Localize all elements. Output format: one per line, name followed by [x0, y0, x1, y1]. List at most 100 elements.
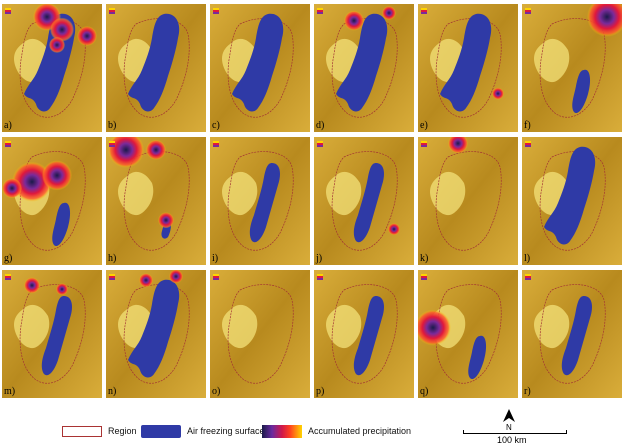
- terrain-map: [210, 137, 310, 265]
- panel-label: k): [420, 253, 429, 264]
- map-panel: a): [2, 4, 102, 132]
- terrain-map: [522, 270, 622, 398]
- air-freezing-surface: [353, 296, 384, 376]
- terrain-map: [418, 4, 518, 132]
- map-panel: o): [210, 270, 310, 398]
- air-freezing-surface: [544, 146, 596, 245]
- region-outline: [539, 151, 606, 251]
- region-outline: [331, 151, 398, 251]
- mini-colour-legend: [109, 274, 115, 280]
- precipitation-area: [382, 5, 396, 20]
- panel-label: n): [108, 386, 117, 397]
- terrain-map: [418, 137, 518, 265]
- terrain-map: [522, 137, 622, 265]
- panel-label: g): [4, 253, 13, 264]
- precipitation-area: [108, 137, 144, 168]
- mini-colour-legend: [317, 141, 323, 147]
- region-outline: [19, 284, 86, 384]
- precipitation-area: [448, 137, 468, 154]
- air-freezing-surface: [249, 163, 280, 243]
- air-freezing-surface: [468, 335, 487, 380]
- panel-label: e): [420, 120, 428, 131]
- mini-colour-legend: [5, 141, 11, 147]
- precipitation-area: [146, 139, 166, 160]
- highland-shading: [534, 38, 570, 83]
- north-label: N: [506, 423, 512, 432]
- map-panel: j): [314, 137, 414, 265]
- map-panel: k): [418, 137, 518, 265]
- region-outline: [227, 151, 294, 251]
- panel-label: d): [316, 120, 325, 131]
- map-panel-grid: a) b) c) d) e) f) g) h) i) j) k) l) m) n) o) p) q) r): [2, 4, 622, 398]
- mini-colour-legend: [421, 8, 427, 14]
- mini-colour-legend: [213, 8, 219, 14]
- precipitation-area: [139, 273, 153, 288]
- scale-bar: [463, 430, 567, 434]
- map-panel: b): [106, 4, 206, 132]
- map-panel: i): [210, 137, 310, 265]
- panel-label: o): [212, 386, 221, 397]
- panel-label: c): [212, 120, 220, 131]
- precipitation-area: [169, 270, 183, 284]
- terrain-map: [210, 270, 310, 398]
- legend-precip: Accumulated precipitation: [262, 424, 411, 438]
- terrain-map: [522, 4, 622, 132]
- air-freezing-surface: [561, 296, 592, 376]
- mini-colour-legend: [109, 8, 115, 14]
- mini-colour-legend: [317, 274, 323, 280]
- map-panel: g): [2, 137, 102, 265]
- legend-air-freezing-label: Air freezing surface: [187, 426, 265, 436]
- mini-colour-legend: [317, 8, 323, 14]
- precipitation-area: [50, 17, 74, 42]
- region-outline: [19, 151, 86, 251]
- highland-shading: [222, 304, 258, 349]
- terrain-map: [2, 270, 102, 398]
- highland-shading: [118, 171, 154, 216]
- precipitation-area: [24, 277, 40, 294]
- precipitation-area: [344, 10, 364, 31]
- terrain-map: [2, 4, 102, 132]
- panel-label: r): [524, 386, 531, 397]
- panel-label: b): [108, 120, 117, 131]
- region-outline: [123, 151, 190, 251]
- region-outline: [227, 284, 294, 384]
- air-freezing-surface: [572, 69, 591, 114]
- region-outline: [435, 284, 502, 384]
- mini-colour-legend: [421, 274, 427, 280]
- panel-label: m): [4, 386, 16, 397]
- map-panel: l): [522, 137, 622, 265]
- terrain-map: [418, 270, 518, 398]
- precipitation-area: [42, 160, 72, 191]
- map-panel: h): [106, 137, 206, 265]
- region-outline: [331, 18, 398, 118]
- highland-shading: [326, 304, 362, 349]
- region-outline: [435, 18, 502, 118]
- panel-label: q): [420, 386, 429, 397]
- mini-colour-legend: [525, 8, 531, 14]
- terrain-map: [106, 4, 206, 132]
- panel-label: h): [108, 253, 117, 264]
- precipitation-area: [56, 283, 68, 296]
- precipitation-area: [77, 26, 97, 46]
- precipitation-area: [158, 212, 174, 229]
- terrain-map: [314, 4, 414, 132]
- highland-shading: [14, 304, 50, 349]
- region-outline: [331, 284, 398, 384]
- mini-colour-legend: [421, 141, 427, 147]
- panel-label: l): [524, 253, 531, 264]
- map-panel: e): [418, 4, 518, 132]
- terrain-map: [314, 270, 414, 398]
- mini-colour-legend: [525, 141, 531, 147]
- precipitation-area: [587, 4, 622, 37]
- terrain-map: [210, 4, 310, 132]
- map-panel: n): [106, 270, 206, 398]
- highland-shading: [430, 171, 466, 216]
- map-panel: f): [522, 4, 622, 132]
- panel-label: f): [524, 120, 531, 131]
- legend-air-freezing: Air freezing surface: [141, 424, 265, 438]
- air-freezing-surface: [440, 13, 492, 112]
- mini-colour-legend: [213, 274, 219, 280]
- scale-label: 100 km: [497, 435, 527, 445]
- legend-region-label: Region: [108, 426, 137, 436]
- panel-label: j): [316, 253, 323, 264]
